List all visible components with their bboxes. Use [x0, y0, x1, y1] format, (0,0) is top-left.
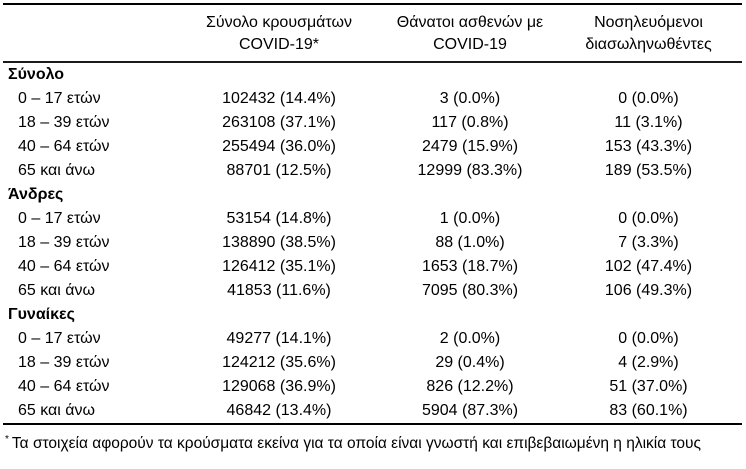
cases-cell: 138890 (38.5%)	[222, 234, 336, 251]
cases-cell: 41853 (11.6%)	[227, 282, 331, 299]
table-row: 18 – 39 ετών 263108 (37.1%) 117 (0.8%) 1…	[3, 111, 742, 135]
cases-cell: 263108 (37.1%)	[222, 114, 336, 131]
table-row: 65 και άνω 41853 (11.6%) 7095 (80.3%) 10…	[3, 279, 742, 303]
cases-cell: 53154 (14.8%)	[226, 210, 332, 227]
row-label: 40 – 64 ετών	[18, 378, 110, 395]
deaths-cell: 117 (0.8%)	[431, 114, 509, 131]
section-label: Γυναίκες	[8, 306, 75, 323]
footnote-asterisk-marker: *	[5, 434, 9, 445]
intubated-cell: 102 (47.4%)	[604, 258, 693, 275]
table-row: 0 – 17 ετών 49277 (14.1%) 2 (0.0%) 0 (0.…	[3, 327, 742, 351]
deaths-cell: 7095 (80.3%)	[421, 282, 519, 299]
header-total-cases-line2: COVID-19*	[238, 36, 320, 53]
intubated-cell: 0 (0.0%)	[618, 330, 679, 347]
row-label: 65 και άνω	[18, 402, 96, 419]
cases-cell: 129068 (36.9%)	[222, 378, 336, 395]
header-intubated: Νοσηλευόμενοι διασωληνωθέντες	[555, 4, 742, 62]
header-deaths: Θάνατοι ασθενών με COVID-19	[385, 4, 555, 62]
row-label: 0 – 17 ετών	[18, 90, 101, 107]
section-row-women: Γυναίκες	[3, 303, 742, 327]
section-label: Σύνολο	[8, 66, 65, 83]
covid-age-stats-table: Σύνολο κρουσμάτων COVID-19* Θάνατοι ασθε…	[3, 3, 742, 425]
intubated-cell: 51 (37.0%)	[609, 378, 688, 395]
cases-cell: 49277 (14.1%)	[226, 330, 332, 347]
row-label: 18 – 39 ετών	[18, 354, 110, 371]
header-intubated-line1: Νοσηλευόμενοι	[594, 14, 703, 31]
table-row: 65 και άνω 88701 (12.5%) 12999 (83.3%) 1…	[3, 159, 742, 183]
header-empty-cell	[3, 4, 173, 62]
row-label: 40 – 64 ετών	[18, 138, 110, 155]
section-label: Άνδρες	[8, 186, 64, 203]
deaths-cell: 1 (0.0%)	[439, 210, 501, 227]
cases-cell: 124212 (35.6%)	[222, 354, 336, 371]
table-row: 18 – 39 ετών 138890 (38.5%) 88 (1.0%) 7 …	[3, 231, 742, 255]
table-row: 18 – 39 ετών 124212 (35.6%) 29 (0.4%) 4 …	[3, 351, 742, 375]
intubated-cell: 11 (3.1%)	[614, 114, 683, 131]
cases-cell: 126412 (35.1%)	[222, 258, 336, 275]
intubated-cell: 0 (0.0%)	[618, 90, 679, 107]
deaths-cell: 29 (0.4%)	[435, 354, 505, 371]
header-deaths-line2: COVID-19	[433, 36, 507, 53]
table-row: 65 και άνω 46842 (13.4%) 5904 (87.3%) 83…	[3, 399, 742, 424]
header-row: Σύνολο κρουσμάτων COVID-19* Θάνατοι ασθε…	[3, 4, 742, 62]
cases-cell: 46842 (13.4%)	[226, 402, 332, 419]
table-header: Σύνολο κρουσμάτων COVID-19* Θάνατοι ασθε…	[3, 4, 742, 62]
section-row-men: Άνδρες	[3, 183, 742, 207]
cases-cell: 255494 (36.0%)	[222, 138, 336, 155]
deaths-cell: 1653 (18.7%)	[421, 258, 519, 275]
deaths-cell: 88 (1.0%)	[435, 234, 505, 251]
header-total-cases-line1: Σύνολο κρουσμάτων	[205, 14, 352, 31]
row-label: 40 – 64 ετών	[18, 258, 110, 275]
cases-cell: 88701 (12.5%)	[226, 162, 332, 179]
intubated-cell: 189 (53.5%)	[604, 162, 693, 179]
deaths-cell: 3 (0.0%)	[439, 90, 501, 107]
table-row: 40 – 64 ετών 129068 (36.9%) 826 (12.2%) …	[3, 375, 742, 399]
section-row-total: Σύνολο	[3, 62, 742, 87]
intubated-cell: 0 (0.0%)	[618, 210, 679, 227]
footnote: * Τα στοιχεία αφορούν τα κρούσματα εκείνα…	[5, 430, 743, 454]
header-deaths-line1: Θάνατοι ασθενών με	[396, 14, 544, 31]
deaths-cell: 2479 (15.9%)	[421, 138, 519, 155]
table-row: 0 – 17 ετών 102432 (14.4%) 3 (0.0%) 0 (0…	[3, 87, 742, 111]
row-label: 0 – 17 ετών	[18, 330, 101, 347]
deaths-cell: 2 (0.0%)	[439, 330, 501, 347]
deaths-cell: 826 (12.2%)	[426, 378, 514, 395]
row-label: 18 – 39 ετών	[18, 114, 110, 131]
row-label: 18 – 39 ετών	[18, 234, 110, 251]
intubated-cell: 153 (43.3%)	[604, 138, 693, 155]
row-label: 0 – 17 ετών	[18, 210, 101, 227]
table-body: Σύνολο 0 – 17 ετών 102432 (14.4%) 3 (0.0…	[3, 62, 742, 424]
footnote-text: Τα στοιχεία αφορούν τα κρούσματα εκείνα …	[11, 435, 701, 453]
deaths-cell: 5904 (87.3%)	[421, 402, 519, 419]
intubated-cell: 83 (60.1%)	[609, 402, 688, 419]
table-row: 40 – 64 ετών 255494 (36.0%) 2479 (15.9%)…	[3, 135, 742, 159]
intubated-cell: 7 (3.3%)	[618, 234, 679, 251]
deaths-cell: 12999 (83.3%)	[417, 162, 523, 179]
cases-cell: 102432 (14.4%)	[222, 90, 336, 107]
intubated-cell: 4 (2.9%)	[618, 354, 679, 371]
row-label: 65 και άνω	[18, 162, 96, 179]
table-row: 0 – 17 ετών 53154 (14.8%) 1 (0.0%) 0 (0.…	[3, 207, 742, 231]
table-row: 40 – 64 ετών 126412 (35.1%) 1653 (18.7%)…	[3, 255, 742, 279]
row-label: 65 και άνω	[18, 282, 96, 299]
report-table-page: Σύνολο κρουσμάτων COVID-19* Θάνατοι ασθε…	[0, 3, 746, 469]
header-total-cases: Σύνολο κρουσμάτων COVID-19*	[173, 4, 385, 62]
intubated-cell: 106 (49.3%)	[604, 282, 693, 299]
header-intubated-line2: διασωληνωθέντες	[585, 36, 712, 53]
